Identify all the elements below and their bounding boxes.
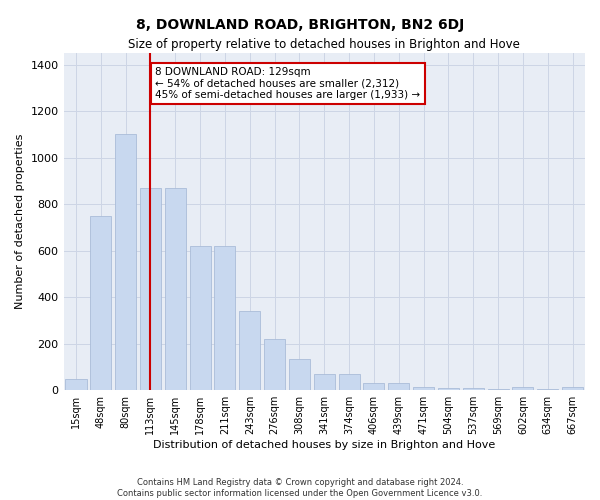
Bar: [140, 188, 161, 390]
Bar: [338, 374, 359, 390]
Title: Size of property relative to detached houses in Brighton and Hove: Size of property relative to detached ho…: [128, 38, 520, 51]
Bar: [239, 311, 260, 390]
Bar: [562, 388, 583, 390]
Bar: [65, 378, 86, 390]
Text: 8, DOWNLAND ROAD, BRIGHTON, BN2 6DJ: 8, DOWNLAND ROAD, BRIGHTON, BN2 6DJ: [136, 18, 464, 32]
Bar: [90, 216, 112, 390]
Bar: [289, 359, 310, 390]
X-axis label: Distribution of detached houses by size in Brighton and Hove: Distribution of detached houses by size …: [153, 440, 496, 450]
Bar: [264, 339, 285, 390]
Bar: [115, 134, 136, 390]
Bar: [488, 389, 509, 390]
Bar: [214, 246, 235, 390]
Bar: [413, 386, 434, 390]
Bar: [438, 388, 459, 390]
Bar: [463, 388, 484, 390]
Bar: [512, 388, 533, 390]
Text: Contains HM Land Registry data © Crown copyright and database right 2024.
Contai: Contains HM Land Registry data © Crown c…: [118, 478, 482, 498]
Bar: [314, 374, 335, 390]
Text: 8 DOWNLAND ROAD: 129sqm
← 54% of detached houses are smaller (2,312)
45% of semi: 8 DOWNLAND ROAD: 129sqm ← 54% of detache…: [155, 67, 421, 100]
Bar: [364, 383, 385, 390]
Bar: [388, 383, 409, 390]
Bar: [165, 188, 186, 390]
Bar: [190, 246, 211, 390]
Y-axis label: Number of detached properties: Number of detached properties: [15, 134, 25, 310]
Bar: [537, 389, 559, 390]
